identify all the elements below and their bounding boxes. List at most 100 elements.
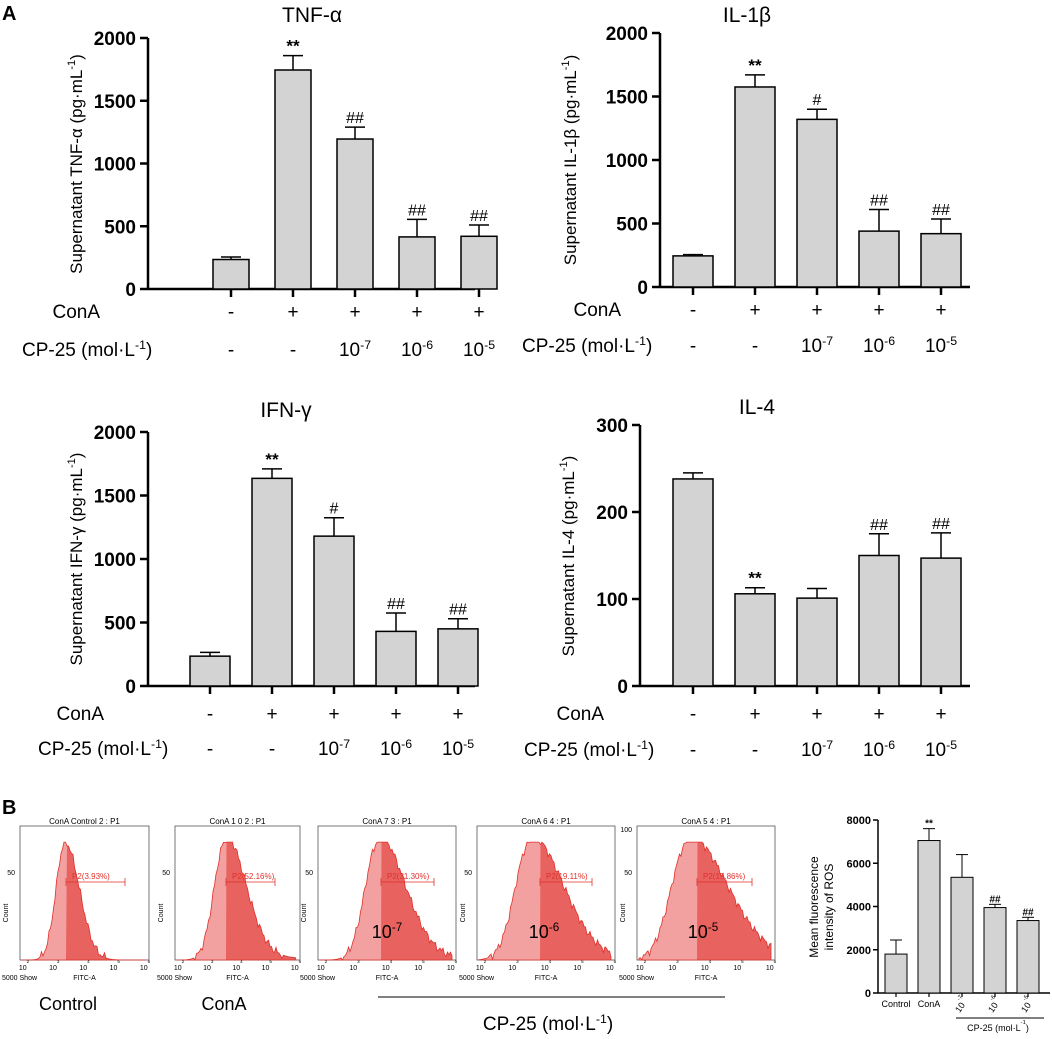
ros-chart: 0 2000 4000 6000 8000 Mean fluorescenceintens… bbox=[807, 815, 1050, 1033]
chart-title: IFN-γ bbox=[260, 399, 312, 422]
ros-bar bbox=[884, 953, 908, 994]
y-tick-label: 1500 bbox=[94, 487, 136, 508]
y-tick-label: 1000 bbox=[94, 155, 136, 176]
cp25-value: 10-5 bbox=[442, 737, 474, 760]
flow-y-tick: 50 bbox=[624, 870, 632, 877]
ros-x-tick-label: ConA bbox=[918, 999, 941, 1009]
flow-x-tick: 103 bbox=[349, 959, 360, 972]
significance-mark: # bbox=[330, 501, 339, 518]
flow-x-tick: 103 bbox=[508, 959, 519, 972]
chart-title: TNF-α bbox=[282, 4, 342, 27]
bar bbox=[251, 477, 293, 687]
significance-mark: ** bbox=[748, 56, 762, 75]
y-tick-label: 0 bbox=[637, 278, 648, 299]
y-axis-label: Supernatant TNF-α (pg·mL-1) bbox=[66, 54, 86, 274]
cp25-value: 10-6 bbox=[863, 334, 895, 357]
flow-y-tick: 50 bbox=[162, 870, 170, 877]
significance-mark: ## bbox=[870, 193, 888, 210]
y-tick-label: 0 bbox=[617, 677, 628, 698]
bar bbox=[189, 655, 231, 687]
flow-y-label: Count bbox=[158, 904, 165, 923]
cp25-value: 10-7 bbox=[318, 737, 350, 760]
y-tick-label: 100 bbox=[596, 590, 628, 611]
cp25-value: 10-7 bbox=[801, 738, 833, 761]
flow-x-label: FITC-A bbox=[226, 975, 249, 982]
flow-gated-region bbox=[697, 842, 771, 960]
flow-x-tick: 102 bbox=[317, 959, 328, 972]
flow-x-tick: 102 bbox=[476, 959, 487, 972]
cona-value: + bbox=[473, 302, 484, 323]
ros-bar bbox=[1016, 920, 1040, 994]
flow-panel-title: ConA 6 4 : P1 bbox=[521, 817, 571, 826]
cp25-value: - bbox=[752, 336, 758, 357]
ros-bar bbox=[983, 907, 1007, 994]
y-tick-label: 2000 bbox=[94, 29, 136, 50]
flow-x-tick: 104 bbox=[701, 959, 712, 972]
chart-title: IL-4 bbox=[739, 396, 776, 419]
flow-cytometry-panels: ConA Control 2 : P1 50 Count P2(3.93%) 102 10… bbox=[2, 815, 1050, 1035]
panel-label-a: A bbox=[2, 3, 16, 25]
ros-significance-mark: ## bbox=[989, 894, 1001, 905]
flow-x-tick: 103 bbox=[49, 959, 60, 972]
cona-value: - bbox=[690, 300, 696, 321]
flow-gate-label: P2(52.16%) bbox=[232, 872, 275, 881]
cp25-label: CP-25 (mol·L-1) bbox=[22, 338, 152, 361]
y-tick-label: 200 bbox=[596, 503, 628, 524]
flow-x-tick: 104 bbox=[541, 959, 552, 972]
flow-x-tick: 105 bbox=[573, 959, 584, 972]
ros-bar bbox=[917, 840, 941, 994]
flow-gated-region bbox=[381, 842, 452, 960]
flow-y-label: Count bbox=[620, 904, 627, 923]
bar bbox=[734, 593, 776, 687]
flow-condition-label: ConA bbox=[201, 994, 246, 1014]
flow-y-label: Count bbox=[3, 904, 10, 923]
bar bbox=[274, 69, 312, 290]
bar bbox=[796, 118, 838, 288]
bar bbox=[858, 554, 900, 687]
cp25-value: - bbox=[752, 740, 758, 761]
cp25-group-label: CP-25 (mol·L-1) bbox=[483, 1012, 613, 1035]
flow-corner-label: 5000 Show bbox=[2, 975, 38, 982]
bar bbox=[313, 535, 355, 687]
flow-x-tick: 106 bbox=[140, 959, 151, 972]
bar bbox=[796, 597, 838, 687]
flow-gated-region bbox=[66, 845, 145, 960]
flow-condition-label: Control bbox=[39, 994, 97, 1014]
ros-x-tick-label: 10-6 bbox=[984, 994, 1003, 1014]
cona-value: + bbox=[749, 704, 760, 725]
flow-x-tick: 104 bbox=[232, 959, 243, 972]
y-tick-label: 500 bbox=[616, 215, 648, 236]
flow-x-tick: 105 bbox=[262, 959, 273, 972]
flow-gated-region bbox=[540, 842, 611, 960]
cona-value: - bbox=[690, 704, 696, 725]
cp25-value: 10-6 bbox=[401, 338, 433, 361]
flow-x-tick: 105 bbox=[733, 959, 744, 972]
cona-value: + bbox=[452, 704, 463, 725]
cp25-value: - bbox=[290, 340, 296, 361]
flow-x-tick: 106 bbox=[606, 959, 617, 972]
flow-panel-title: ConA 5 4 : P1 bbox=[681, 817, 731, 826]
flow-panel-title: ConA 1 0 2 : P1 bbox=[209, 817, 266, 826]
ros-group-label: CP-25 (mol·L-1) bbox=[967, 1020, 1029, 1033]
bar bbox=[212, 258, 250, 290]
y-axis-label: Supernatant IFN-γ (pg·mL-1) bbox=[66, 453, 86, 666]
cona-value: + bbox=[749, 300, 760, 321]
cp25-value: 10-5 bbox=[925, 334, 957, 357]
flow-gate-label: P2(15.86%) bbox=[703, 872, 746, 881]
cp25-label: CP-25 (mol·L-1) bbox=[522, 334, 652, 357]
cona-value: + bbox=[811, 704, 822, 725]
y-tick-label: 1000 bbox=[94, 550, 136, 571]
flow-x-tick: 106 bbox=[766, 959, 777, 972]
cona-label: ConA bbox=[52, 302, 100, 323]
ros-y-tick-label: 8000 bbox=[847, 815, 871, 827]
bar bbox=[336, 138, 374, 290]
flow-panel-4: ConA 6 4 : P1 50 Count P2(19.11%) 102 103 104 1… bbox=[459, 817, 617, 982]
chart-title: IL-1β bbox=[723, 4, 771, 27]
flow-corner-label: 5000 Show bbox=[619, 975, 655, 982]
flow-gated-region bbox=[226, 842, 296, 960]
flow-gate-label: P2(3.93%) bbox=[72, 872, 110, 881]
cp25-value: 10-7 bbox=[801, 334, 833, 357]
flow-panel-3: ConA 7 3 : P1 50 Count P2(31.30%) 102 103 104 1… bbox=[300, 817, 458, 982]
